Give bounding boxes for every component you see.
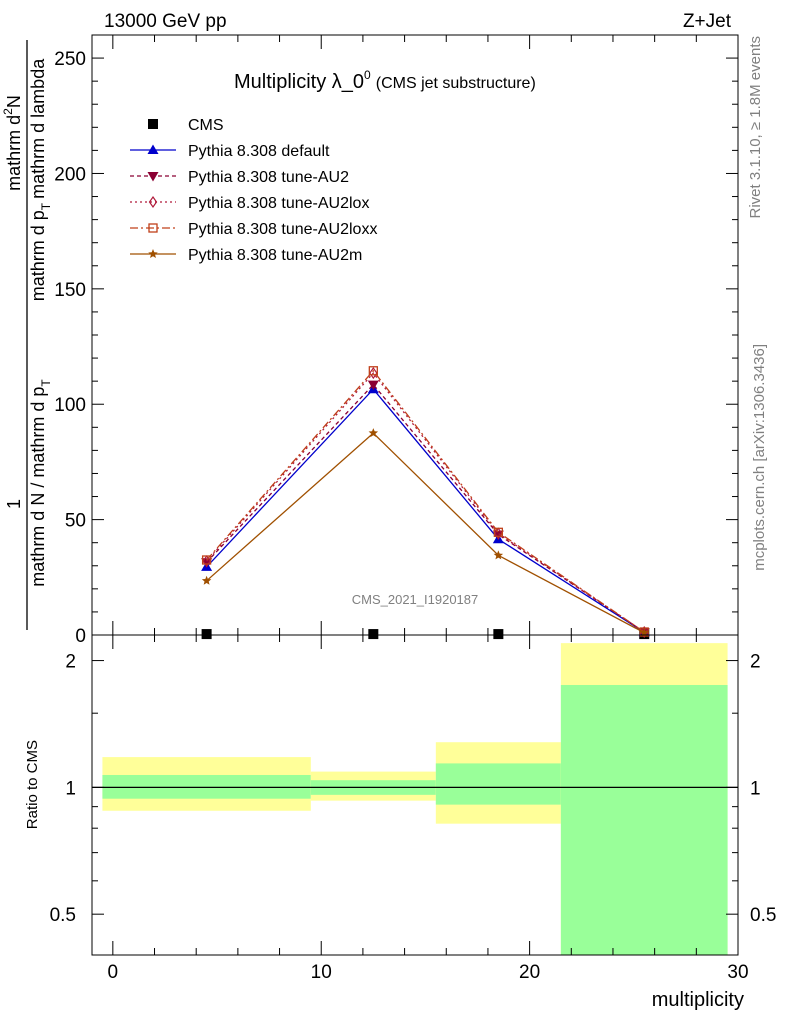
y-tick-label: 150: [54, 280, 86, 301]
y-label-numerator: mathrm d2N: [1, 95, 24, 191]
legend-item-au2loxx: Pythia 8.308 tune-AU2loxx: [130, 221, 377, 238]
y-label-den-sub: T: [39, 379, 53, 387]
series-line-default: [206, 388, 645, 633]
chart-title-sup: 0: [364, 68, 371, 82]
ratio-y-tick-label: 0.5: [50, 905, 76, 926]
data-point-au2loxx: [368, 366, 378, 376]
x-tick-label: 10: [311, 962, 332, 983]
legend-marker: [148, 195, 158, 209]
ratio-y-tick-label-right: 0.5: [750, 905, 776, 926]
x-tick-label: 0: [108, 962, 119, 983]
data-point-au2loxx: [493, 527, 504, 537]
legend-item-au2m: Pythia 8.308 tune-AU2m: [130, 247, 362, 264]
y-label-mid-text2: mathrm d lambda: [28, 58, 48, 199]
y-label-mid-text: mathrm d p: [28, 210, 48, 301]
y-label-denominator: mathrm d N / mathrm d pT: [28, 379, 53, 587]
legend-label: Pythia 8.308 tune-AU2loxx: [188, 221, 377, 238]
header-energy: 13000 GeV pp: [104, 11, 227, 32]
series-au2lox: [202, 367, 649, 639]
legend-label: Pythia 8.308 tune-AU2m: [188, 247, 362, 264]
legend-marker: [147, 144, 159, 154]
ratio-chart: 0.5 0.5 1 1 2 2 0 10 20 30 Ratio to CMS multipli…: [24, 634, 777, 1011]
ratio-y-tick-label: 1: [65, 778, 76, 799]
x-axis-label: multiplicity: [652, 989, 744, 1011]
data-point-au2lox: [369, 367, 378, 380]
chart-title: Multiplicity λ_00 (CMS jet substructure): [234, 68, 536, 93]
data-point-cms: [201, 629, 212, 640]
y-tick-label: 200: [54, 164, 86, 185]
y-label-numerator-right: mathrm d pTmathrm d lambda: [28, 58, 53, 301]
y-tick-label: 100: [54, 395, 86, 416]
y-tick-label: 50: [65, 511, 86, 532]
series-line-au2loxx: [206, 369, 645, 633]
y-label-mid-sub: T: [39, 202, 53, 210]
y-label-num-sup: 2: [1, 108, 15, 115]
main-x-ticks: [112, 35, 739, 635]
legend-item-cms: CMS: [148, 117, 224, 134]
side-label-mcplots: mcplots.cern.ch [arXiv:1306.3436]: [751, 344, 768, 571]
legend-item-au2lox: Pythia 8.308 tune-AU2lox: [130, 195, 369, 212]
ratio-y-axis: 0.5 0.5 1 1 2 2: [50, 652, 777, 927]
series-au2m: [201, 428, 649, 637]
data-point-au2: [367, 380, 379, 391]
y-label-num-text2: N: [4, 95, 24, 108]
legend-label: Pythia 8.308 tune-AU2lox: [188, 195, 369, 212]
legend-marker: [148, 249, 158, 259]
legend-label: Pythia 8.308 default: [188, 143, 330, 160]
ratio-band-green: [560, 684, 728, 955]
y-tick-label: 0: [75, 626, 86, 647]
series-line-au2: [206, 383, 645, 633]
watermark: CMS_2021_I1920187: [352, 592, 479, 607]
main-y-axis: 0 50 100 150 200 250: [54, 34, 738, 647]
chart-title-suffix: (CMS jet substructure): [376, 75, 536, 92]
main-y-label: 1 mathrm d2N mathrm d pTmathrm d lambda …: [1, 40, 53, 630]
ratio-y-tick-label-right: 1: [750, 778, 761, 799]
series-cms: [201, 629, 650, 640]
y-label-den-text: mathrm d N / mathrm d p: [28, 387, 48, 587]
x-tick-label: 20: [519, 962, 540, 983]
ratio-band-green: [435, 763, 561, 805]
legend-label: Pythia 8.308 tune-AU2: [188, 169, 349, 186]
data-point-au2m: [368, 428, 379, 438]
ratio-bands: [102, 643, 728, 955]
ratio-plot-frame: [91, 634, 739, 956]
legend-label: CMS: [188, 117, 224, 134]
ratio-y-label: Ratio to CMS: [24, 740, 41, 829]
series-au2loxx: [201, 366, 649, 637]
header-process: Z+Jet: [683, 11, 732, 32]
ratio-y-tick-label-right: 2: [750, 652, 761, 673]
data-point-au2lox: [202, 555, 211, 568]
legend: CMS Pythia 8.308 default Pythia 8.308 tune…: [130, 117, 377, 264]
y-tick-label: 250: [54, 49, 86, 70]
series-line-au2lox: [206, 372, 645, 633]
ratio-y-tick-label: 2: [65, 652, 76, 673]
data-point-au2m: [201, 575, 212, 585]
data-point-cms: [493, 629, 504, 640]
data-point-au2m: [639, 627, 649, 637]
data-point-au2loxx: [201, 555, 212, 565]
legend-marker: [148, 119, 158, 129]
series-line-au2m: [206, 432, 645, 634]
legend-marker: [148, 223, 158, 233]
y-label-prefix: 1: [4, 499, 24, 509]
ratio-x-axis: 0 10 20 30: [108, 635, 749, 983]
y-label-num-text: mathrm d: [4, 115, 24, 191]
legend-marker: [147, 172, 159, 182]
data-point-au2lox: [494, 527, 503, 540]
legend-item-default: Pythia 8.308 default: [130, 143, 330, 160]
data-point-cms: [368, 629, 379, 640]
x-tick-label: 30: [727, 962, 748, 983]
side-label-rivet: Rivet 3.1.10, ≥ 1.8M events: [747, 36, 764, 219]
series-group: [201, 366, 650, 640]
data-point-au2m: [493, 550, 504, 560]
chart-title-main: Multiplicity λ_0: [234, 71, 364, 93]
legend-item-au2: Pythia 8.308 tune-AU2: [130, 169, 349, 186]
